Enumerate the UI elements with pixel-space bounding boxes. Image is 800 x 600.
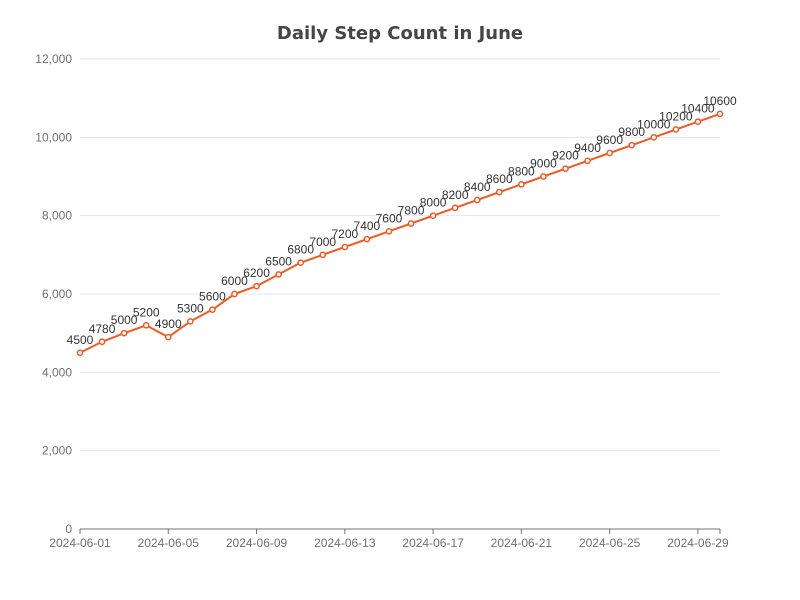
series <box>76 110 724 357</box>
data-label: 4780 <box>89 322 116 336</box>
data-label: 10200 <box>659 110 693 124</box>
grid <box>80 58 720 452</box>
data-point <box>341 243 349 251</box>
data-label: 4500 <box>67 333 94 347</box>
data-label: 9400 <box>574 141 601 155</box>
data-point <box>716 110 724 118</box>
data-point <box>363 235 371 243</box>
data-point <box>540 173 547 180</box>
data-point <box>584 157 591 165</box>
data-point <box>319 251 327 259</box>
data-point <box>186 318 194 325</box>
data-point <box>142 321 150 329</box>
data-point <box>606 149 614 157</box>
data-point <box>76 349 84 357</box>
data-label: 5600 <box>199 290 226 304</box>
data-label: 9600 <box>596 133 623 147</box>
data-point <box>231 290 238 298</box>
data-label: 8600 <box>486 172 513 186</box>
x-tick-label: 2024-06-29 <box>667 536 729 550</box>
x-tick-label: 2024-06-21 <box>491 536 553 550</box>
data-label: 7600 <box>376 211 403 225</box>
y-tick-label: 6,000 <box>42 287 72 301</box>
data-label: 10000 <box>637 117 671 131</box>
x-tick-label: 2024-06-25 <box>579 536 641 550</box>
data-point <box>694 118 702 126</box>
data-label: 7200 <box>331 227 358 241</box>
y-tick-label: 8,000 <box>42 209 72 223</box>
y-tick-label: 10,000 <box>35 130 72 144</box>
data-label: 7000 <box>309 235 336 249</box>
data-point <box>164 333 172 341</box>
data-point <box>672 126 680 133</box>
data-label: 6500 <box>265 254 292 268</box>
data-label: 8000 <box>420 196 447 210</box>
x-tick-label: 2024-06-13 <box>314 536 376 550</box>
data-point <box>429 212 437 220</box>
data-label: 6800 <box>287 243 314 257</box>
data-label: 8400 <box>464 180 491 194</box>
data-point <box>275 271 282 278</box>
y-tick-label: 12,000 <box>35 52 72 66</box>
data-point <box>451 204 459 212</box>
x-tick-label: 2024-06-17 <box>402 536 464 550</box>
axes: 0 2,000 4,000 6,000 8,000 10,000 12,000 2024-06… <box>35 52 729 550</box>
data-point <box>518 180 525 188</box>
x-tick-label: 2024-06-09 <box>226 536 288 550</box>
data-label: 8800 <box>508 164 535 178</box>
data-label: 8200 <box>442 188 469 202</box>
data-point <box>297 259 305 267</box>
data-label: 7800 <box>398 204 425 218</box>
data-label: 6200 <box>243 266 270 280</box>
data-point <box>650 133 658 141</box>
data-point <box>562 165 569 173</box>
data-point <box>120 329 128 337</box>
x-tick-label: 2024-06-01 <box>49 536 111 550</box>
series-line <box>79 112 721 354</box>
data-point <box>385 227 393 235</box>
data-point <box>98 338 106 346</box>
chart-title: Daily Step Count in June <box>277 23 523 44</box>
data-point <box>209 306 216 314</box>
data-label: 10600 <box>703 94 737 108</box>
data-label: 9200 <box>552 149 579 163</box>
data-label: 9800 <box>618 125 645 139</box>
y-tick-label: 0 <box>65 522 72 536</box>
data-label: 5200 <box>133 305 160 319</box>
data-label: 9000 <box>530 157 557 171</box>
data-point <box>253 282 260 290</box>
data-label: 7400 <box>354 219 381 233</box>
data-point <box>407 220 415 227</box>
data-label: 5300 <box>177 301 204 315</box>
data-label: 6000 <box>221 274 248 288</box>
x-tick-label: 2024-06-05 <box>138 536 200 550</box>
y-tick-label: 4,000 <box>42 365 72 379</box>
data-point <box>495 188 503 196</box>
data-point <box>628 141 636 149</box>
data-label: 4900 <box>155 317 182 331</box>
data-label: 10400 <box>681 102 715 116</box>
y-tick-label: 2,000 <box>42 444 72 458</box>
data-label: 5000 <box>111 313 138 327</box>
data-point <box>473 196 481 204</box>
